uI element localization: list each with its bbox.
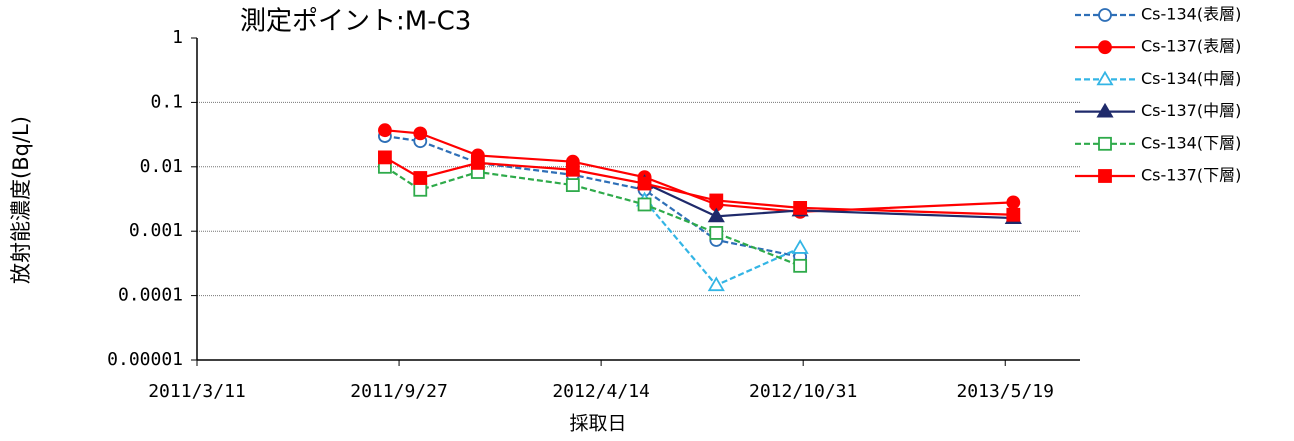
marker [707,207,725,223]
marker [637,197,652,212]
marker [378,123,392,138]
marker [470,155,485,170]
legend-label: Cs-134(下層) [1141,133,1241,152]
x-tick-label: 2011/9/27 [350,381,448,402]
x-axis-title: 採取日 [569,413,626,435]
y-tick-label: 0.01 [140,156,183,177]
marker [565,162,580,177]
y-tick-label: 1 [172,27,183,48]
marker [413,126,428,141]
legend-label: Cs-134(中層) [1141,69,1241,88]
marker [791,239,809,254]
chart-title: 測定ポイント:M-C3 [240,7,471,37]
legend-label: Cs-137(下層) [1141,166,1241,185]
y-tick-label: 0.1 [150,91,183,112]
marker [413,171,428,185]
x-tick-label: 2012/4/14 [552,381,650,402]
marker [707,276,725,292]
marker [709,226,724,240]
marker [793,258,808,273]
legend-marker [1096,102,1114,118]
y-tick-label: 0.00001 [107,349,183,370]
legend-label: Cs-137(表層) [1141,37,1241,56]
x-tick-label: 2013/5/19 [956,381,1054,402]
series-line [384,156,1014,216]
marker [1006,195,1021,210]
marker [637,176,652,191]
marker [793,201,808,215]
marker [413,182,428,197]
legend-label: Cs-137(中層) [1141,101,1241,120]
series-line [384,165,801,267]
legend-marker [1098,8,1112,22]
legend-marker [1098,169,1112,183]
marker [709,193,724,208]
series-line [644,182,1014,220]
y-tick-label: 0.001 [129,220,183,241]
y-axis-title: 放射能濃度(Bq/L) [9,116,33,284]
marker [1006,207,1021,222]
legend-label: Cs-134(表層) [1141,5,1241,24]
x-tick-label: 2012/10/31 [749,381,857,402]
marker [565,178,580,192]
series-line [384,134,801,258]
legend-marker [1098,136,1112,151]
legend-marker [1096,70,1114,86]
legend-marker [1098,40,1112,55]
marker [378,150,392,165]
x-tick-label: 2011/3/11 [148,381,246,402]
y-tick-label: 0.0001 [118,285,183,306]
